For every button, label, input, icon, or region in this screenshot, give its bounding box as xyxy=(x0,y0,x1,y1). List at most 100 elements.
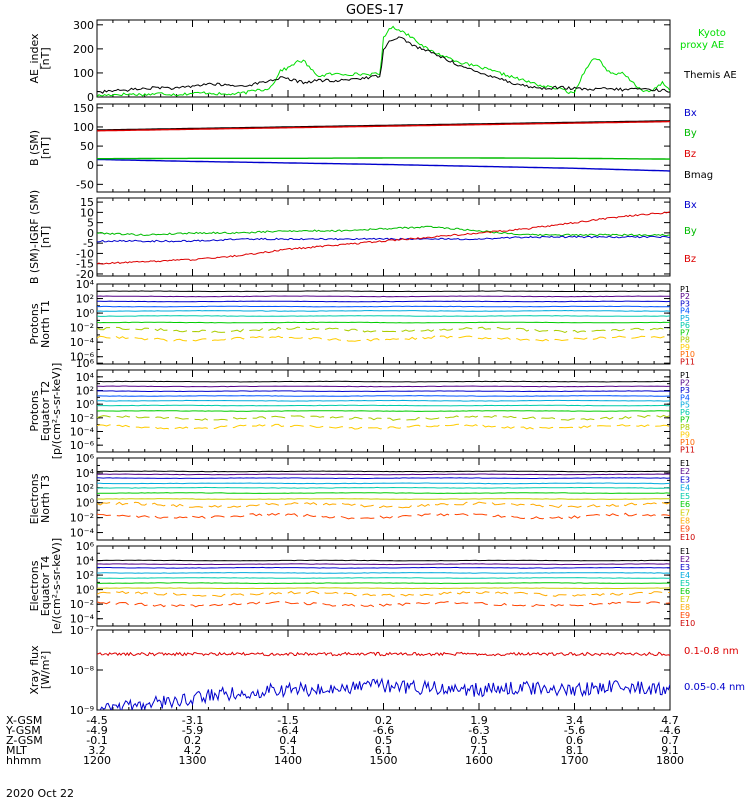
y-tick-label: 10⁻⁴ xyxy=(70,336,95,349)
y-tick-label: 15 xyxy=(80,196,94,209)
legend-p6: P6 xyxy=(680,408,690,417)
series-line-bx xyxy=(97,158,670,172)
legend-e1: E1 xyxy=(680,547,690,556)
footer-value: 3.4 xyxy=(566,714,584,727)
y-tick-label: 10² xyxy=(76,482,94,495)
channel-line-p4 xyxy=(97,395,670,397)
channel-line-e8 xyxy=(97,590,670,598)
legend-p1: P1 xyxy=(680,371,690,380)
footer-value: 0.5 xyxy=(375,734,393,747)
footer-value: -4.6 xyxy=(659,724,680,737)
xray-line-0 xyxy=(97,651,670,657)
y-tick-label: 10⁰ xyxy=(76,497,95,510)
y-axis-label-line: [e/(cm²-s-sr-keV)] xyxy=(50,538,63,634)
footer-value: 1400 xyxy=(274,754,302,767)
legend-p10: P10 xyxy=(680,438,695,447)
footer-value: 0.6 xyxy=(566,734,584,747)
y-axis-label-line: [nT] xyxy=(39,47,52,69)
channel-line-e9 xyxy=(97,600,670,608)
panel-frame xyxy=(96,545,671,627)
y-axis-label-line: B (SM)-IGRF (SM) xyxy=(28,190,41,284)
legend-e5: E5 xyxy=(680,579,690,588)
y-axis-label: B (SM)[nT] xyxy=(28,130,52,166)
legend-p2: P2 xyxy=(680,292,690,301)
legend-e2: E2 xyxy=(680,555,690,564)
y-axis-label-line: B (SM) xyxy=(28,130,41,166)
footer-value: 4.2 xyxy=(184,744,202,757)
channel-line-e3 xyxy=(97,566,670,569)
panel-frame xyxy=(96,629,671,711)
y-axis-label-line: Protons xyxy=(28,390,41,431)
legend-e2: E2 xyxy=(680,467,690,476)
legend-e8: E8 xyxy=(680,516,690,525)
footer-value: -0.1 xyxy=(86,734,107,747)
legend-label: Kyoto xyxy=(698,28,726,39)
y-tick-label: 10⁻⁴ xyxy=(70,426,95,439)
channel-line-p5 xyxy=(97,309,670,312)
y-tick-label: 200 xyxy=(73,43,94,56)
y-tick-label: 10⁰ xyxy=(76,307,95,320)
channel-line-p4 xyxy=(97,305,670,308)
footer-value: -1.5 xyxy=(277,714,298,727)
y-tick-label: 10⁴ xyxy=(76,278,95,291)
plot-area xyxy=(97,651,670,710)
series-line-kyoto-proxy-ae xyxy=(97,25,670,97)
legend-label: 0.05-0.4 nm xyxy=(684,682,745,693)
y-tick-label: 10⁻² xyxy=(70,322,94,335)
legend-label: Bmag xyxy=(684,170,713,181)
channel-line-p8 xyxy=(97,326,670,334)
y-axis-label: Xray flux[W/m²] xyxy=(28,645,52,695)
legend-label: Bz xyxy=(684,254,696,265)
y-tick-label: 10⁻⁶ xyxy=(70,439,95,452)
y-tick-label: -20 xyxy=(76,268,94,281)
legend-e9: E9 xyxy=(680,525,690,534)
channel-line-e6 xyxy=(97,582,670,585)
plot-area xyxy=(97,470,670,520)
panel-frame xyxy=(96,103,671,193)
legend-p5: P5 xyxy=(680,401,690,410)
footer-value: 6.1 xyxy=(375,744,393,757)
footer-value: -6.3 xyxy=(468,724,489,737)
channel-line-e7 xyxy=(97,498,670,500)
y-tick-label: 150 xyxy=(73,102,94,115)
legend-e6: E6 xyxy=(680,587,690,596)
footer-value: 0.5 xyxy=(470,734,488,747)
channel-line-p7 xyxy=(97,410,670,412)
legend-e8: E8 xyxy=(680,603,690,612)
legend-p6: P6 xyxy=(680,321,690,330)
legend-e7: E7 xyxy=(680,508,690,517)
channel-line-e8 xyxy=(97,501,670,509)
footer-value: 1.9 xyxy=(470,714,488,727)
series-line-by xyxy=(97,225,670,237)
footer-value: -6.4 xyxy=(277,724,298,737)
footer-value: 0.2 xyxy=(184,734,202,747)
footer-value: 3.2 xyxy=(88,744,106,757)
plot-title: GOES-17 xyxy=(346,3,404,18)
legend-label: proxy AE xyxy=(680,40,724,51)
channel-line-p7 xyxy=(97,321,670,324)
y-tick-label: -5 xyxy=(83,237,94,250)
y-axis-label-line: [nT] xyxy=(39,226,52,248)
legend-e5: E5 xyxy=(680,492,690,501)
legend-label: 0.1-0.8 nm xyxy=(684,646,739,657)
channel-line-p5 xyxy=(97,399,670,402)
y-tick-label: -15 xyxy=(76,258,94,271)
legend-p7: P7 xyxy=(680,416,690,425)
footer-value: 1800 xyxy=(656,754,684,767)
y-axis-label: ElectronsEquator T4[e/(cm²-s-sr-keV)] xyxy=(28,538,63,634)
legend-label: Bz xyxy=(684,149,696,160)
y-tick-label: 10⁴ xyxy=(76,467,95,480)
legend-p2: P2 xyxy=(680,378,690,387)
footer-value: 1700 xyxy=(561,754,589,767)
footer-value: 1600 xyxy=(465,754,493,767)
footer-row-label: Y-GSM xyxy=(5,724,41,737)
legend-e10: E10 xyxy=(680,533,695,542)
channel-line-e5 xyxy=(97,486,670,489)
y-axis-label: ElectronsNorth T3 xyxy=(28,473,52,524)
y-axis-label-line: Protons xyxy=(28,303,41,344)
legend-e4: E4 xyxy=(680,571,690,580)
plot-area xyxy=(97,290,670,342)
y-tick-label: -50 xyxy=(76,178,94,191)
